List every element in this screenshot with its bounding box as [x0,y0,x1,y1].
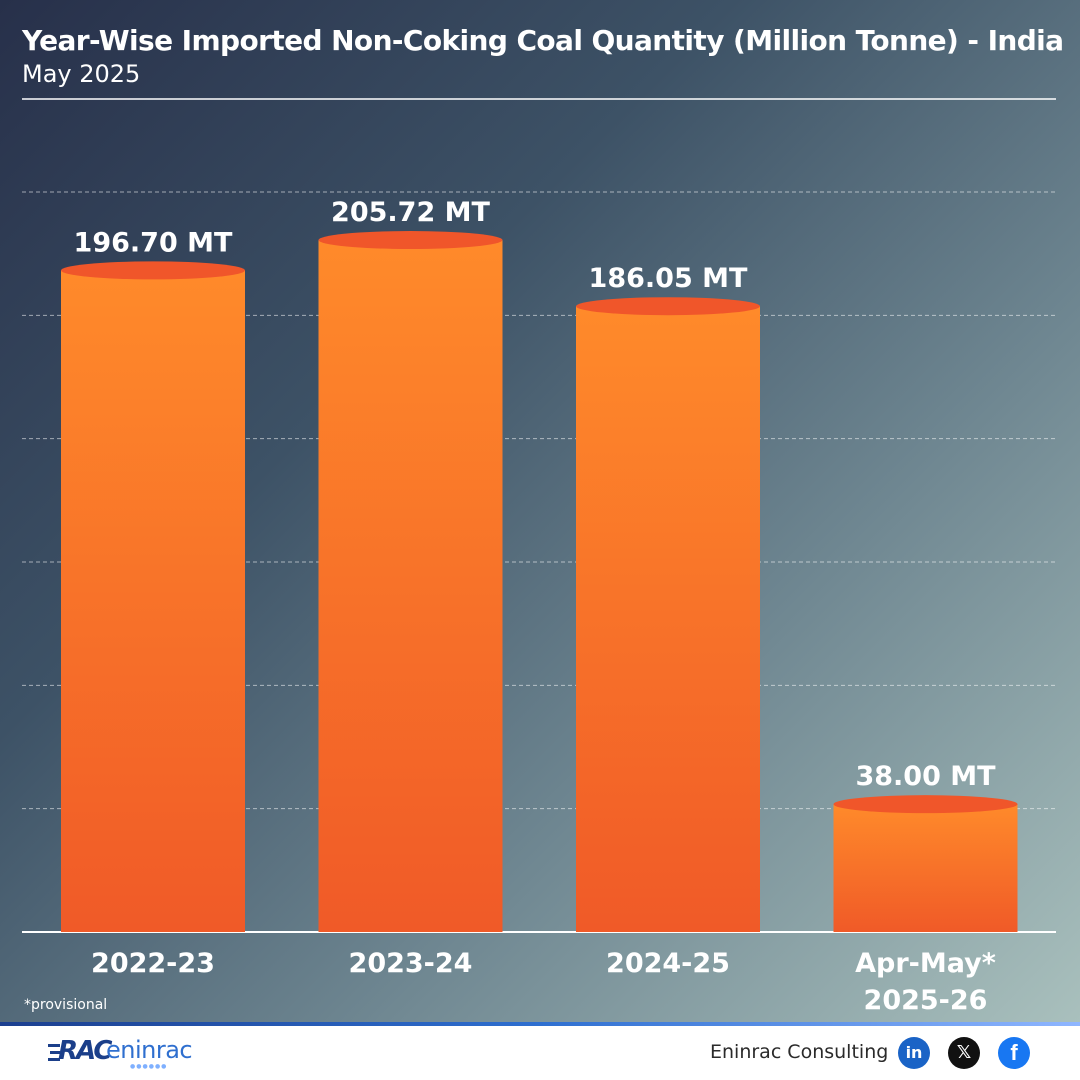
bar-Apr-May* 2025-26 [833,804,1018,932]
brand-name: Eninrac Consulting [710,1041,889,1063]
bar-2024-25 [576,306,760,933]
bar-cap-2024-25 [576,297,760,316]
value-label: 186.05 MT [589,263,748,294]
chart-title: Year-Wise Imported Non-Coking Coal Quant… [22,24,1064,57]
value-label: 205.72 MT [331,197,490,228]
footer: RAC eninrac ●●●●●● Eninrac Consulting in… [0,1026,1080,1080]
value-labels: 196.70 MT 205.72 MT 186.05 MT 38.00 MT [74,197,997,792]
chart-subtitle: May 2025 [22,60,141,88]
category-labels: 2022-23 2023-24 2024-25 Apr-May* 2025-26 [91,948,996,1016]
bar-2023-24 [318,240,503,933]
x-icon[interactable]: 𝕏 [948,1037,980,1069]
chart-panel: Year-Wise Imported Non-Coking Coal Quant… [0,0,1080,1022]
category-label: 2023-24 [349,948,473,979]
category-label: 2025-26 [864,985,988,1016]
value-label: 38.00 MT [855,761,996,792]
bar-cap-2023-24 [318,231,503,250]
eninrac-logo[interactable]: RAC eninrac ●●●●●● [48,1036,193,1070]
linkedin-icon[interactable]: in [898,1037,930,1069]
logo-rac-text: RAC [58,1036,112,1066]
logo-lines-icon [48,1044,60,1061]
footer-accent-strip [0,1022,1080,1026]
facebook-icon[interactable]: f [998,1037,1030,1069]
bar-cap-Apr-May* 2025-26 [833,795,1018,814]
category-label: 2022-23 [91,948,215,979]
title-divider [22,98,1056,100]
logo-word-text: eninrac [106,1036,193,1064]
bars [61,231,1018,933]
category-label: 2024-25 [606,948,730,979]
footnote: *provisional [24,997,108,1013]
logo-dots-icon: ●●●●●● [130,1063,168,1070]
value-label: 196.70 MT [74,227,233,258]
bar-cap-2022-23 [61,261,245,280]
bar-2022-23 [61,270,245,932]
bar-chart: 196.70 MT 205.72 MT 186.05 MT 38.00 MT 2022… [61,197,1018,1016]
category-label: Apr-May* [855,948,996,979]
